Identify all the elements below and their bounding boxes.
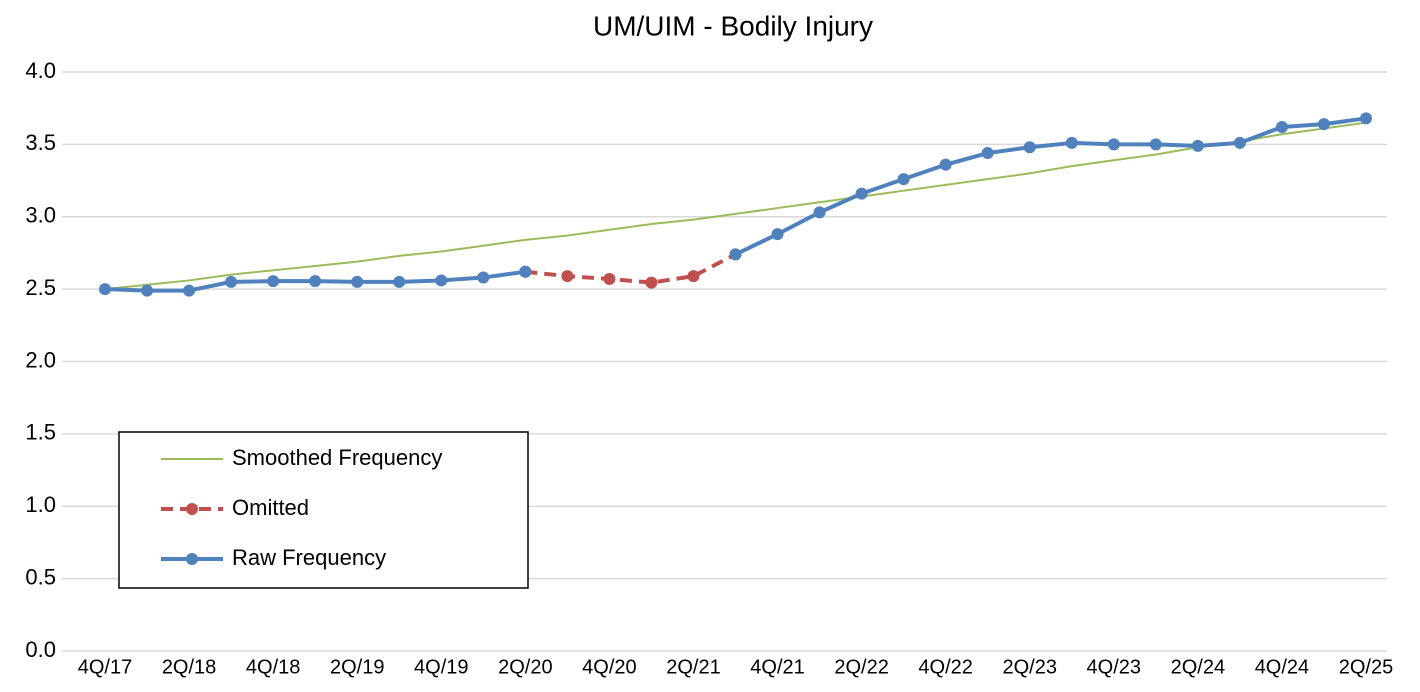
x-tick-label: 4Q/24 bbox=[1255, 656, 1309, 678]
x-tick-label: 2Q/18 bbox=[162, 656, 216, 678]
y-tick-label: 0.5 bbox=[25, 564, 56, 589]
data-point bbox=[1275, 121, 1288, 134]
x-tick-label: 2Q/21 bbox=[666, 656, 720, 678]
data-point bbox=[1107, 138, 1120, 151]
x-tick-label: 2Q/25 bbox=[1339, 656, 1393, 678]
data-point bbox=[141, 284, 154, 297]
y-tick-label: 4.0 bbox=[25, 58, 56, 83]
data-point bbox=[645, 276, 658, 289]
data-point bbox=[1317, 118, 1330, 131]
data-point bbox=[939, 158, 952, 171]
y-tick-label: 0.0 bbox=[25, 637, 56, 662]
data-point bbox=[1191, 139, 1204, 152]
x-tick-label: 4Q/23 bbox=[1087, 656, 1141, 678]
y-tick-label: 2.0 bbox=[25, 347, 56, 372]
data-point bbox=[477, 271, 490, 284]
x-tick-label: 4Q/18 bbox=[246, 656, 300, 678]
data-point bbox=[309, 275, 322, 288]
series-line bbox=[104, 121, 1367, 291]
data-point bbox=[897, 173, 910, 186]
data-point bbox=[1360, 112, 1372, 125]
chart-title: UM/UIM - Bodily Injury bbox=[593, 10, 873, 41]
y-tick-label: 1.5 bbox=[25, 420, 56, 445]
x-tick-label: 4Q/21 bbox=[750, 656, 804, 678]
x-tick-label: 2Q/24 bbox=[1171, 656, 1225, 678]
x-tick-label: 2Q/20 bbox=[498, 656, 552, 678]
y-tick-label: 3.5 bbox=[25, 130, 56, 155]
y-tick-label: 3.0 bbox=[25, 203, 56, 228]
data-point bbox=[1149, 138, 1162, 151]
x-tick-label: 4Q/20 bbox=[582, 656, 636, 678]
y-tick-label: 2.5 bbox=[25, 275, 56, 300]
x-tick-label: 2Q/22 bbox=[834, 656, 888, 678]
legend-label: Omitted bbox=[232, 495, 309, 520]
legend-marker bbox=[186, 503, 198, 515]
data-point bbox=[393, 275, 406, 288]
y-tick-label: 1.0 bbox=[25, 492, 56, 517]
data-point bbox=[771, 228, 784, 241]
data-point bbox=[561, 270, 574, 283]
x-tick-label: 2Q/23 bbox=[1002, 656, 1056, 678]
series-line bbox=[525, 252, 737, 285]
data-point bbox=[687, 270, 700, 283]
data-point bbox=[1065, 136, 1078, 149]
data-point bbox=[99, 283, 111, 296]
data-point bbox=[729, 248, 742, 261]
legend-marker bbox=[186, 553, 198, 565]
data-point bbox=[225, 275, 238, 288]
legend-label: Smoothed Frequency bbox=[232, 445, 442, 470]
data-point bbox=[813, 206, 826, 219]
data-point bbox=[1233, 136, 1246, 149]
data-point bbox=[183, 284, 196, 297]
data-point bbox=[267, 275, 280, 288]
data-point bbox=[351, 275, 364, 288]
x-tick-label: 2Q/19 bbox=[330, 656, 384, 678]
data-point bbox=[519, 265, 532, 278]
data-point bbox=[855, 187, 868, 200]
legend-label: Raw Frequency bbox=[232, 545, 386, 570]
x-tick-label: 4Q/19 bbox=[414, 656, 468, 678]
data-point bbox=[435, 274, 448, 287]
data-point bbox=[603, 272, 616, 285]
data-point bbox=[1023, 141, 1036, 154]
data-point bbox=[981, 147, 994, 160]
x-tick-label: 4Q/22 bbox=[918, 656, 972, 678]
x-tick-label: 4Q/17 bbox=[78, 656, 132, 678]
